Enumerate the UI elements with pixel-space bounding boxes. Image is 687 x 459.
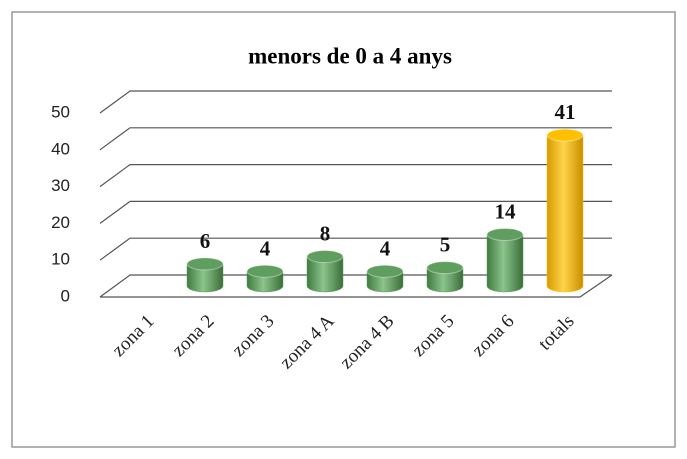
chart-title: menors de 0 a 4 anys — [248, 43, 452, 68]
bar-body — [426, 267, 464, 293]
bar-top — [246, 264, 284, 278]
grid-line — [99, 237, 612, 261]
bar-top — [186, 257, 224, 271]
bar-top — [546, 128, 584, 142]
bar — [426, 261, 464, 293]
grid-line — [99, 127, 612, 151]
bar-body — [306, 256, 344, 293]
grid-line — [99, 164, 612, 188]
bar — [486, 227, 524, 293]
bar-top — [486, 227, 524, 241]
data-label: 4 — [260, 236, 271, 260]
y-tick-label: 50 — [51, 102, 70, 121]
bar-top — [426, 261, 464, 275]
bar — [306, 250, 344, 293]
y-tick-label: 30 — [51, 176, 70, 195]
y-tick-label: 0 — [61, 286, 70, 305]
grid-line — [99, 200, 612, 224]
data-label: 6 — [200, 229, 211, 253]
data-label: 14 — [495, 199, 517, 223]
y-tick-label: 10 — [51, 250, 70, 269]
bar — [186, 257, 224, 293]
grid-line — [99, 90, 612, 114]
bar — [246, 264, 284, 293]
bar-body — [486, 234, 524, 293]
bar-top — [366, 264, 404, 278]
data-label: 41 — [555, 100, 576, 124]
y-tick-label: 40 — [51, 139, 70, 158]
data-label: 8 — [320, 222, 331, 246]
data-label: 5 — [440, 233, 451, 257]
bar-body — [546, 134, 584, 293]
y-tick-label: 20 — [51, 213, 70, 232]
bar-body — [186, 263, 224, 293]
floor-edge — [100, 274, 613, 298]
bar-top — [306, 250, 344, 264]
bar — [366, 264, 404, 293]
data-label: 4 — [380, 236, 391, 260]
bar — [546, 128, 584, 293]
